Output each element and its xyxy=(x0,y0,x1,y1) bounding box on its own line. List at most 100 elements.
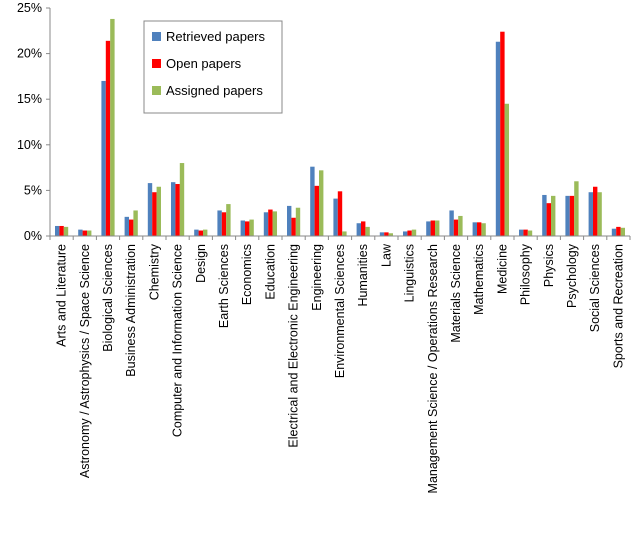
x-category-label: Earth Sciences xyxy=(217,244,231,328)
bar-open-papers-5 xyxy=(175,184,180,236)
x-category-label: Biological Sciences xyxy=(101,244,115,352)
category-labels-layer: Arts and Literature Astronomy / Astrophys… xyxy=(55,243,626,493)
y-tick-label: 5% xyxy=(24,183,42,197)
x-category-label: Philosophy xyxy=(519,243,533,305)
bar-open-papers-16 xyxy=(430,220,435,236)
bar-retrieved-papers-4 xyxy=(147,183,153,236)
x-category-label: Materials Science xyxy=(449,244,463,343)
x-category-label: Electrical and Electronic Engineering xyxy=(287,244,301,448)
bar-open-papers-9 xyxy=(268,209,273,236)
bar-assigned-papers-10 xyxy=(295,207,301,236)
bar-assigned-papers-11 xyxy=(319,170,324,236)
bar-assigned-papers-15 xyxy=(411,229,417,236)
bar-assigned-papers-18 xyxy=(481,223,486,236)
bar-assigned-papers-23 xyxy=(597,192,602,236)
bar-retrieved-papers-2 xyxy=(101,80,106,237)
bar-assigned-papers-14 xyxy=(388,233,393,236)
bar-assigned-papers-2 xyxy=(110,18,115,236)
bar-open-papers-12 xyxy=(337,191,343,236)
bar-retrieved-papers-15 xyxy=(403,231,408,236)
x-category-label: Social Sciences xyxy=(588,244,602,332)
y-tick-label: 20% xyxy=(17,47,42,61)
bar-retrieved-papers-19 xyxy=(495,41,501,236)
bar-assigned-papers-0 xyxy=(63,226,69,236)
bar-open-papers-8 xyxy=(245,221,250,236)
bar-retrieved-papers-10 xyxy=(287,205,292,236)
legend-label: Open papers xyxy=(166,56,242,71)
bar-retrieved-papers-14 xyxy=(379,232,385,236)
legend-label: Assigned papers xyxy=(166,83,263,98)
x-category-label: Linguistics xyxy=(403,244,417,302)
bar-open-papers-4 xyxy=(152,192,157,236)
bar-open-papers-21 xyxy=(546,203,551,236)
x-category-label: Environmental Sciences xyxy=(333,244,347,378)
x-category-label: Astronomy / Astrophysics / Space Science xyxy=(78,244,92,478)
x-category-label: Design xyxy=(194,244,208,283)
bar-retrieved-papers-20 xyxy=(519,229,524,236)
bar-assigned-papers-8 xyxy=(249,219,254,236)
bar-assigned-papers-12 xyxy=(342,231,347,236)
bar-assigned-papers-5 xyxy=(179,163,185,236)
bar-retrieved-papers-5 xyxy=(171,182,176,236)
x-category-label: Physics xyxy=(542,244,556,287)
bar-assigned-papers-1 xyxy=(87,230,92,236)
bar-assigned-papers-13 xyxy=(365,226,370,236)
bar-assigned-papers-22 xyxy=(574,181,579,236)
x-category-label: Psychology xyxy=(565,243,579,308)
bar-open-papers-2 xyxy=(105,40,111,236)
bar-open-papers-14 xyxy=(384,232,389,236)
bar-retrieved-papers-0 xyxy=(55,225,60,236)
bar-open-papers-10 xyxy=(291,217,296,236)
axes-layer: 0% 5% 10% 15% 20% 25% xyxy=(17,1,631,243)
bar-retrieved-papers-18 xyxy=(472,222,477,236)
y-tick-label: 15% xyxy=(17,92,42,106)
bar-retrieved-papers-11 xyxy=(310,166,315,236)
bar-retrieved-papers-13 xyxy=(356,223,361,236)
bar-assigned-papers-17 xyxy=(458,215,463,236)
x-category-label: Arts and Literature xyxy=(55,244,69,347)
bar-open-papers-3 xyxy=(129,219,134,236)
bar-open-papers-7 xyxy=(221,212,227,236)
x-category-label: Law xyxy=(379,243,393,267)
bar-open-papers-15 xyxy=(407,230,412,236)
bar-retrieved-papers-7 xyxy=(217,210,222,236)
bar-open-papers-22 xyxy=(569,195,575,236)
x-category-label: Chemistry xyxy=(147,243,161,300)
bar-retrieved-papers-1 xyxy=(78,229,83,236)
x-category-label: Business Administration xyxy=(124,244,138,377)
x-category-label: Engineering xyxy=(310,244,324,311)
x-category-label: Economics xyxy=(240,244,254,305)
legend-label: Retrieved papers xyxy=(166,29,265,44)
bar-open-papers-23 xyxy=(593,186,598,236)
x-category-label: Education xyxy=(263,244,277,300)
bar-retrieved-papers-3 xyxy=(124,216,129,236)
bar-retrieved-papers-21 xyxy=(542,194,547,236)
bar-open-papers-11 xyxy=(314,185,319,236)
bar-retrieved-papers-22 xyxy=(565,195,570,236)
x-category-label: Sports and Recreation xyxy=(611,244,625,368)
bar-open-papers-1 xyxy=(82,230,87,236)
bar-assigned-papers-7 xyxy=(226,204,231,236)
bar-open-papers-24 xyxy=(616,226,621,236)
bar-assigned-papers-19 xyxy=(504,103,509,236)
bar-assigned-papers-4 xyxy=(156,186,161,236)
bar-assigned-papers-20 xyxy=(527,230,533,236)
bar-retrieved-papers-17 xyxy=(449,210,454,236)
bar-assigned-papers-6 xyxy=(203,229,208,236)
bar-open-papers-20 xyxy=(523,229,528,236)
bar-assigned-papers-3 xyxy=(133,210,138,236)
bar-retrieved-papers-6 xyxy=(194,229,199,236)
legend-box xyxy=(143,20,283,114)
y-tick-label: 10% xyxy=(17,138,42,152)
bar-open-papers-0 xyxy=(59,225,64,236)
bar-assigned-papers-21 xyxy=(551,195,556,236)
bar-retrieved-papers-16 xyxy=(426,221,431,236)
legend-swatch xyxy=(152,59,161,68)
bar-retrieved-papers-12 xyxy=(333,198,338,236)
x-category-label: Medicine xyxy=(495,244,509,294)
x-category-label: Mathematics xyxy=(472,244,486,315)
bar-open-papers-19 xyxy=(500,31,505,237)
bar-retrieved-papers-23 xyxy=(588,192,593,236)
bar-retrieved-papers-9 xyxy=(263,212,269,236)
